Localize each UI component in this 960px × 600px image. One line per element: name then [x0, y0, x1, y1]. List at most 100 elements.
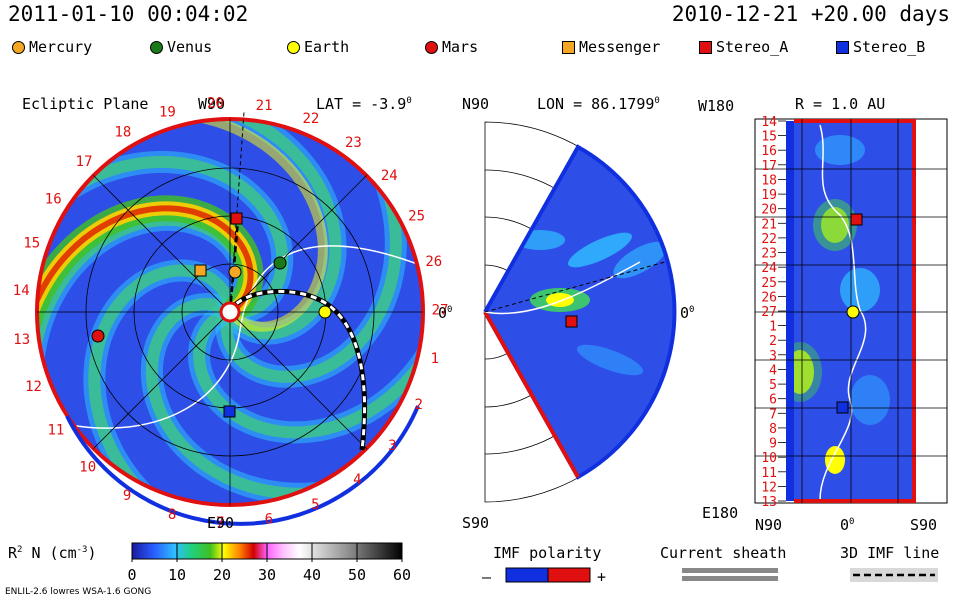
messenger-marker-icon	[562, 41, 575, 54]
ecliptic-number-label: 2	[414, 397, 422, 413]
radial-stereo-a-marker	[850, 213, 863, 226]
forecast-time: 2010-12-21 +20.00 days	[671, 2, 950, 26]
ecliptic-number-label: 10	[79, 459, 96, 475]
radial-y-label: 12	[761, 480, 777, 495]
meridional-stereo-a-marker	[565, 315, 578, 328]
meridional-border-red	[483, 311, 580, 478]
meridional-sheath	[484, 261, 641, 315]
colorbar-label: R2 N (cm-3)	[8, 544, 97, 562]
radial-stereo-b-marker	[836, 401, 849, 414]
imf-negative-swatch	[505, 567, 549, 583]
radial-y-label: 16	[761, 144, 777, 159]
radial-r-label: R = 1.0 AU	[795, 95, 886, 113]
radial-bottom-left-label: E180	[702, 504, 738, 522]
ecliptic-border-blue	[65, 405, 420, 526]
stereo-a-marker	[230, 212, 243, 225]
ecliptic-top-label: W90	[198, 95, 226, 113]
legend-stereo-a: Stereo_A	[699, 38, 788, 56]
ecliptic-number-label: 22	[302, 111, 319, 127]
stereo-b-marker-icon	[836, 41, 849, 54]
radial-y-label: 21	[761, 217, 777, 232]
meridional-right-label: 00	[680, 304, 694, 322]
radial-grid	[755, 119, 947, 503]
colorbar-tick-label: 10	[168, 566, 186, 584]
ecliptic-number-label: 25	[408, 209, 425, 225]
meridional-wedge	[485, 147, 674, 477]
stereo-a-marker-icon	[699, 41, 712, 54]
ecliptic-number-label: 19	[159, 105, 176, 121]
radial-y-label: 10	[761, 451, 777, 466]
radial-y-label: 8	[769, 422, 777, 437]
colorbar-tick-label: 20	[213, 566, 231, 584]
meridional-bottom-label: S90	[462, 514, 489, 532]
mercury-marker	[228, 265, 242, 279]
legend-mars: Mars	[425, 38, 478, 56]
ecliptic-number-label: 1	[431, 351, 439, 367]
radial-y-label: 15	[761, 130, 777, 145]
radial-y-label: 13	[761, 495, 777, 510]
radial-border-red	[794, 119, 916, 503]
radial-y-label: 14	[761, 115, 777, 130]
radial-y-label: 5	[769, 378, 777, 393]
mars-marker-icon	[425, 41, 438, 54]
meridional-border-lower	[483, 229, 677, 480]
radial-y-label: 25	[761, 276, 777, 291]
ecliptic-number-label: 15	[23, 236, 40, 252]
radial-x-label-n90: N90	[755, 516, 782, 534]
venus-marker	[273, 256, 287, 270]
radial-y-label: 22	[761, 232, 777, 247]
imf-line-swatch-bg	[850, 568, 938, 582]
radial-y-label: 24	[761, 261, 777, 276]
ecliptic-number-label: 23	[345, 135, 362, 151]
radial-y-labels: 1415161718192021222324252627123456789101…	[761, 115, 786, 510]
meridional-lon-label: LON = 86.17990	[537, 95, 660, 113]
ecliptic-number-label: 3	[388, 438, 396, 454]
radial-polarity-blue	[786, 121, 794, 501]
ecliptic-number-label: 18	[114, 124, 131, 140]
colorbar-tick-label: 0	[127, 566, 136, 584]
meridional-border-blue	[483, 144, 658, 313]
imf-plus: +	[597, 568, 606, 586]
radial-y-label: 3	[769, 349, 777, 364]
colorbar-tick-label: 50	[348, 566, 366, 584]
legend-earth: Earth	[287, 38, 349, 56]
ecliptic-number-label: 7	[216, 515, 224, 531]
meridional-earth-line	[484, 261, 666, 313]
ecliptic-number-label: 27	[432, 303, 449, 319]
radial-y-label: 4	[769, 364, 777, 379]
ecliptic-number-label: 24	[381, 168, 398, 184]
ecliptic-number-label: 16	[45, 192, 62, 208]
colorbar-ticks: 0 10 20 30 40 50 60	[127, 543, 411, 584]
imf-positive-swatch	[547, 567, 591, 583]
venus-marker-icon	[150, 41, 163, 54]
ecliptic-number-label: 11	[47, 422, 64, 438]
mercury-marker-icon	[12, 41, 25, 54]
legend-venus: Venus	[150, 38, 212, 56]
ecliptic-number-label: 8	[168, 507, 176, 523]
ecliptic-number-label: 26	[425, 254, 442, 270]
colorbar-tick-label: 40	[303, 566, 321, 584]
messenger-marker	[194, 264, 207, 277]
current-sheath-bar-2	[682, 576, 778, 581]
stereo-b-marker	[223, 405, 236, 418]
meridional-top-label: N90	[462, 95, 490, 113]
radial-y-label: 20	[761, 203, 777, 218]
footer-model: ENLIL-2.6 lowres WSA-1.6 GONG	[5, 587, 152, 597]
legend-messenger: Messenger	[562, 38, 660, 56]
colorbar-tick-label: 60	[393, 566, 411, 584]
radial-x-label-0: 00	[840, 516, 854, 534]
ecliptic-numbers: 20 21222324252627123456789101112131415161…	[13, 96, 449, 531]
mars-marker	[91, 329, 105, 343]
ecliptic-number-label: 13	[13, 332, 30, 348]
radial-x-label-s90: S90	[910, 516, 937, 534]
imf-polarity-title: IMF polarity	[493, 544, 601, 562]
radial-y-label: 9	[769, 437, 777, 452]
radial-y-label: 27	[761, 305, 777, 320]
earth-marker-icon	[287, 41, 300, 54]
radial-y-label: 6	[769, 393, 777, 408]
model-time: 2011-01-10 00:04:02	[8, 2, 249, 26]
radial-y-label: 17	[761, 159, 777, 174]
stereo-a-line	[228, 219, 240, 313]
radial-y-label: 7	[769, 407, 777, 422]
